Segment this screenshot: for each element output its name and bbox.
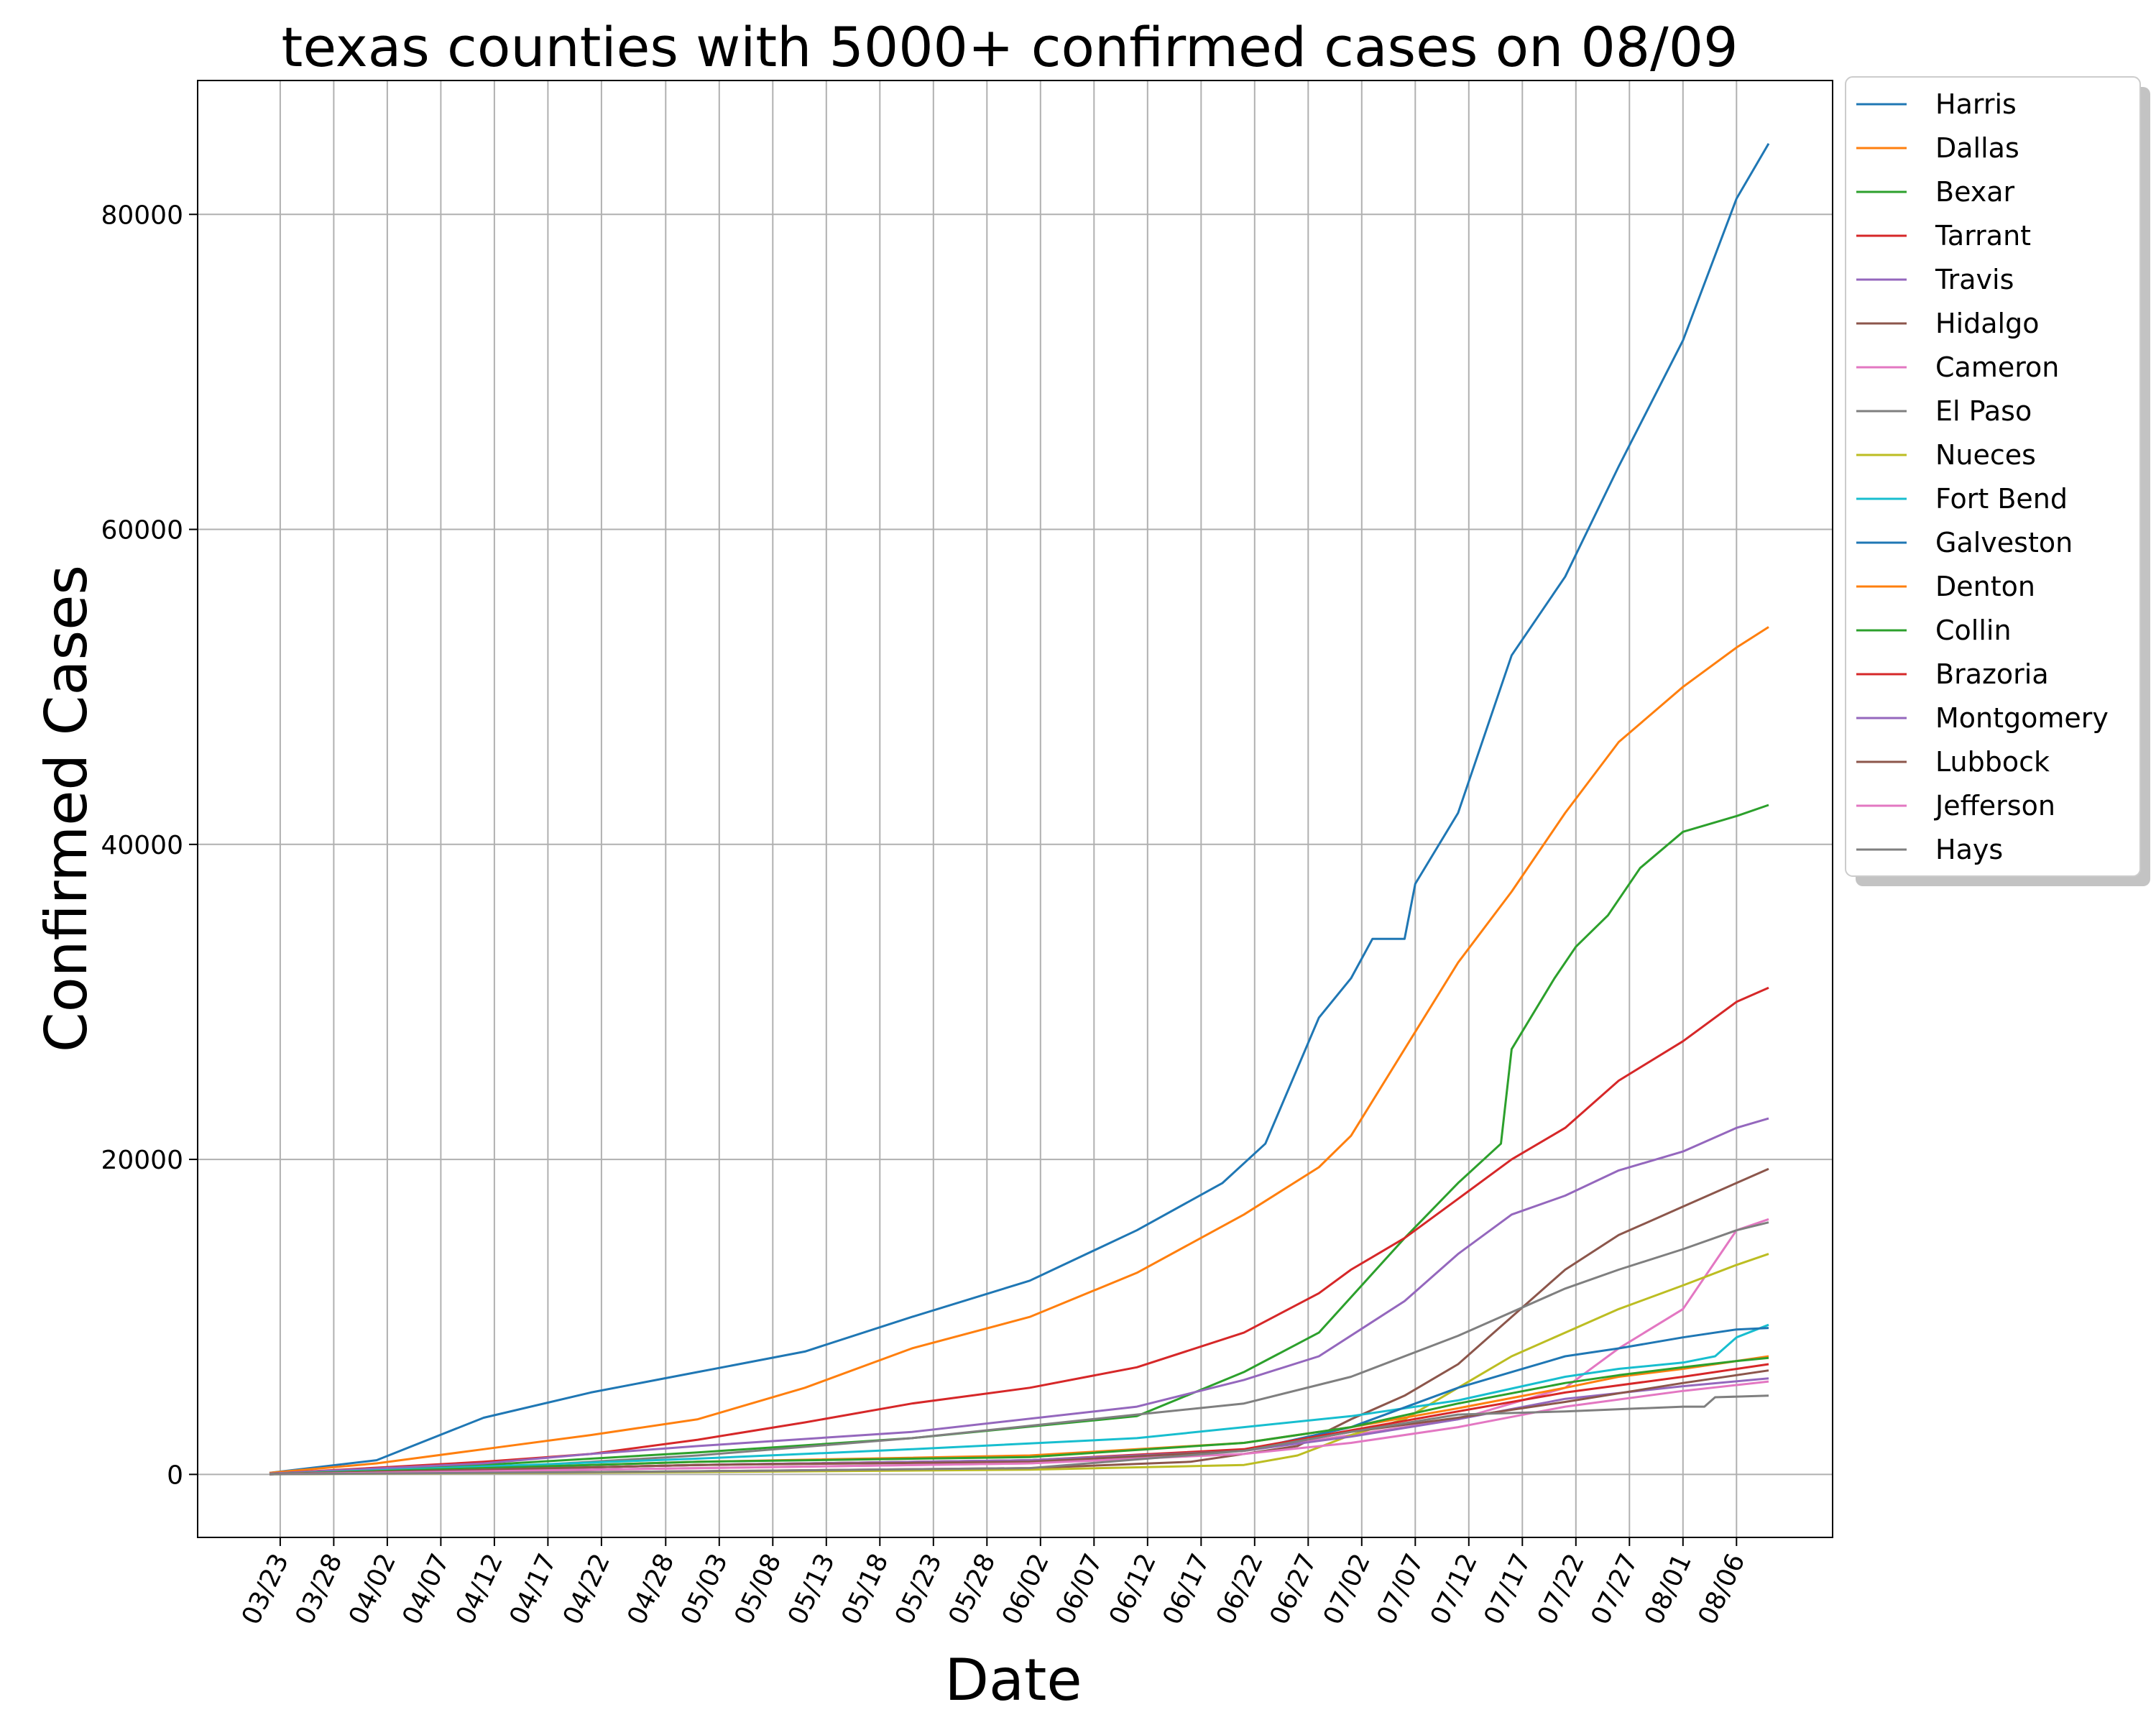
chart-title: texas counties with 5000+ confirmed case… bbox=[282, 15, 1738, 79]
legend-label-hays: Hays bbox=[1935, 834, 2003, 865]
series-line-harris bbox=[269, 142, 1770, 1474]
y-axis: 0 20000 40000 60000 80000 bbox=[101, 201, 198, 1490]
legend-box bbox=[1845, 76, 2141, 877]
x-tick-label: 05/03 bbox=[676, 1549, 734, 1629]
legend-label-galveston: Galveston bbox=[1935, 527, 2073, 558]
x-tick-label: 04/22 bbox=[558, 1549, 616, 1629]
x-tick-label: 07/12 bbox=[1425, 1549, 1483, 1629]
legend: Harris Dallas Bexar Tarrant Travis Hidalgo Cam… bbox=[1845, 76, 2150, 886]
x-tick-label: 04/07 bbox=[397, 1549, 456, 1629]
series-line-tarrant bbox=[269, 986, 1769, 1475]
x-tick-label: 07/02 bbox=[1318, 1549, 1376, 1629]
x-tick-label: 07/07 bbox=[1371, 1549, 1429, 1629]
legend-label-brazoria: Brazoria bbox=[1935, 658, 2049, 690]
series-line-jefferson bbox=[269, 1380, 1769, 1476]
x-tick-label: 04/02 bbox=[344, 1549, 402, 1629]
x-tick-label: 05/23 bbox=[890, 1549, 948, 1629]
x-tick-label: 05/13 bbox=[783, 1549, 841, 1629]
x-tick-label: 06/27 bbox=[1264, 1549, 1322, 1629]
x-tick-label: 07/27 bbox=[1585, 1549, 1644, 1629]
x-axis-label: Date bbox=[944, 1647, 1082, 1714]
x-tick-label: 06/12 bbox=[1104, 1549, 1162, 1629]
x-tick-label: 05/18 bbox=[836, 1549, 894, 1629]
legend-label-fort-bend: Fort Bend bbox=[1935, 483, 2068, 515]
plot-area bbox=[197, 80, 1833, 1538]
legend-label-lubbock: Lubbock bbox=[1935, 746, 2050, 778]
series-line-dallas bbox=[269, 626, 1769, 1474]
legend-label-travis: Travis bbox=[1935, 264, 2014, 295]
series-line-collin bbox=[269, 1356, 1769, 1476]
series-line-travis bbox=[269, 1117, 1769, 1475]
legend-label-nueces: Nueces bbox=[1935, 439, 2036, 471]
y-tick-label: 0 bbox=[167, 1460, 183, 1490]
y-tick-label: 60000 bbox=[101, 516, 183, 546]
x-tick-label: 06/02 bbox=[997, 1549, 1055, 1629]
x-tick-label: 03/28 bbox=[290, 1549, 349, 1629]
legend-label-collin: Collin bbox=[1935, 615, 2012, 646]
series-lines bbox=[269, 142, 1770, 1476]
series-line-el-paso bbox=[269, 1221, 1769, 1476]
x-tick-label: 05/28 bbox=[943, 1549, 1001, 1629]
x-tick-label: 06/17 bbox=[1157, 1549, 1215, 1629]
y-tick-label: 20000 bbox=[101, 1146, 183, 1175]
x-tick-label: 05/08 bbox=[729, 1549, 787, 1629]
legend-label-jefferson: Jefferson bbox=[1934, 790, 2055, 822]
y-axis-label: Confirmed Cases bbox=[33, 565, 100, 1052]
legend-label-montgomery: Montgomery bbox=[1935, 702, 2109, 734]
legend-label-el-paso: El Paso bbox=[1935, 395, 2032, 427]
x-tick-label: 03/23 bbox=[236, 1549, 295, 1629]
legend-label-dallas: Dallas bbox=[1935, 132, 2019, 164]
x-tick-label: 06/22 bbox=[1211, 1549, 1269, 1629]
x-tick-label: 07/22 bbox=[1532, 1549, 1590, 1629]
y-tick-label: 80000 bbox=[101, 201, 183, 230]
series-line-hays bbox=[269, 1394, 1769, 1476]
legend-label-hidalgo: Hidalgo bbox=[1935, 308, 2039, 339]
legend-label-denton: Denton bbox=[1935, 571, 2035, 602]
series-line-hidalgo bbox=[269, 1167, 1769, 1476]
legend-label-cameron: Cameron bbox=[1935, 351, 2059, 383]
legend-label-bexar: Bexar bbox=[1935, 176, 2015, 208]
y-tick-label: 40000 bbox=[101, 831, 183, 860]
x-tick-label: 07/17 bbox=[1478, 1549, 1537, 1629]
x-tick-label: 04/12 bbox=[451, 1549, 509, 1629]
x-tick-label: 08/06 bbox=[1692, 1549, 1751, 1629]
x-tick-label: 04/17 bbox=[505, 1549, 563, 1629]
grid bbox=[198, 80, 1833, 1537]
x-tick-label: 04/28 bbox=[622, 1549, 680, 1629]
legend-label-tarrant: Tarrant bbox=[1935, 220, 2031, 252]
legend-label-harris: Harris bbox=[1935, 88, 2017, 120]
x-tick-label: 08/01 bbox=[1639, 1549, 1697, 1629]
x-tick-label: 06/07 bbox=[1050, 1549, 1108, 1629]
